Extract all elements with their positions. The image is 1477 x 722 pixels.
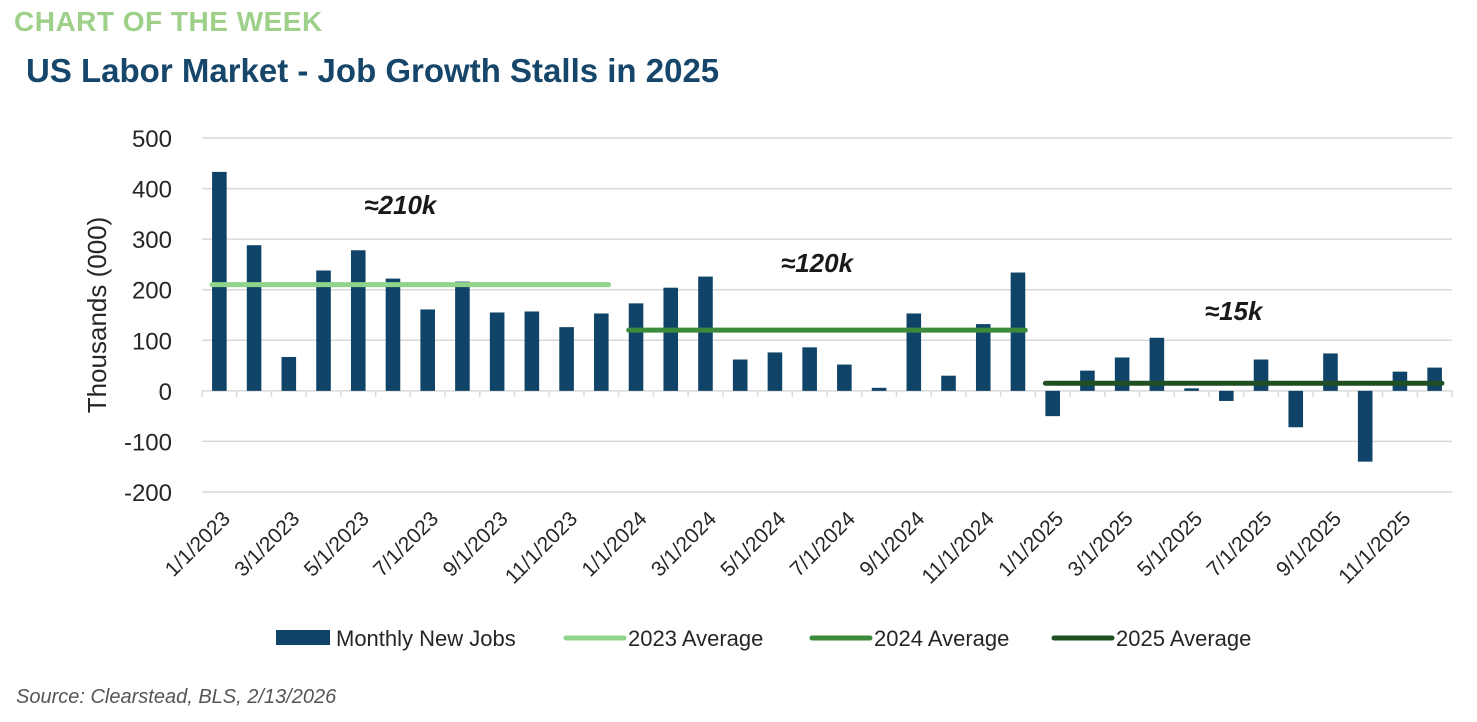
bar — [350, 250, 366, 391]
bar — [1045, 390, 1060, 417]
y-tick-label: -100 — [124, 429, 172, 456]
bar — [1080, 370, 1095, 391]
bar — [906, 313, 922, 391]
x-tick-label: 11/1/2025 — [1334, 507, 1415, 588]
average-annotation: ≈210k — [364, 190, 438, 220]
average-annotation: ≈120k — [781, 248, 855, 278]
average-lines: ≈210k ≈120k ≈15k — [209, 190, 1445, 386]
bar — [455, 281, 470, 391]
bar — [871, 387, 887, 391]
legend: Monthly New Jobs 2023 Average 2024 Average… — [276, 626, 1251, 651]
bar — [663, 287, 679, 391]
bar — [802, 347, 817, 391]
legend-swatch — [276, 630, 330, 645]
bar — [1114, 357, 1130, 391]
bar — [316, 270, 331, 391]
bar — [975, 324, 991, 391]
y-tick-label: 300 — [132, 227, 172, 254]
y-tick-label: 0 — [159, 379, 172, 406]
bar — [524, 311, 540, 391]
bar — [941, 375, 956, 391]
x-tick-label: 5/1/2024 — [716, 507, 790, 581]
bar-series — [212, 171, 1442, 462]
x-tick-label: 1/1/2025 — [994, 507, 1068, 581]
gridlines — [201, 137, 1453, 493]
bar — [385, 278, 401, 391]
bar — [1357, 390, 1373, 462]
bar — [628, 303, 644, 391]
x-tick-label: 1/1/2024 — [577, 507, 651, 581]
y-axis-label: Thousands (000) — [82, 217, 112, 414]
x-axis: 1/1/20233/1/20235/1/20237/1/20239/1/2023… — [161, 507, 1416, 588]
bar — [246, 245, 262, 391]
bar — [837, 364, 852, 391]
x-tick-label: 5/1/2025 — [1133, 507, 1207, 581]
x-tick-label: 5/1/2023 — [300, 507, 374, 581]
x-tick-label: 7/1/2024 — [786, 507, 860, 581]
x-tick-label: 3/1/2023 — [230, 507, 304, 581]
y-tick-label: 200 — [132, 278, 172, 305]
bar — [420, 309, 435, 391]
bar — [559, 327, 574, 391]
y-tick-label: 100 — [132, 328, 172, 355]
bar — [732, 359, 748, 391]
bar — [489, 312, 505, 391]
x-tick-label: 7/1/2025 — [1202, 507, 1276, 581]
bar — [1253, 359, 1269, 391]
y-tick-label: 500 — [132, 126, 172, 153]
legend-label: Monthly New Jobs — [336, 626, 516, 651]
legend-label: 2023 Average — [628, 626, 763, 651]
bar — [212, 171, 227, 391]
bar — [1219, 390, 1234, 401]
x-tick-label: 3/1/2025 — [1064, 507, 1138, 581]
x-tick-label: 3/1/2024 — [647, 507, 721, 581]
bar — [767, 352, 783, 391]
bar — [1288, 390, 1304, 428]
legend-label: 2024 Average — [874, 626, 1009, 651]
y-tick-label: 400 — [132, 177, 172, 204]
chart-kicker: CHART OF THE WEEK — [14, 6, 323, 37]
bar — [594, 313, 609, 391]
average-annotation: ≈15k — [1205, 296, 1264, 326]
x-tick-label: 11/1/2024 — [918, 507, 999, 588]
y-axis: 500 400 300 200 100 0 -100 -200 — [124, 126, 172, 507]
bar — [281, 356, 297, 391]
x-tick-label: 7/1/2023 — [369, 507, 443, 581]
x-tick-label: 11/1/2023 — [501, 507, 582, 588]
bar — [1184, 388, 1199, 391]
source-note: Source: Clearstead, BLS, 2/13/2026 — [16, 686, 337, 708]
y-tick-label: -200 — [124, 480, 172, 507]
legend-label: 2025 Average — [1116, 626, 1251, 651]
x-tick-label: 1/1/2023 — [161, 507, 235, 581]
bar — [698, 276, 713, 391]
bar — [1149, 337, 1165, 391]
labor-market-chart: 500 400 300 200 100 0 -100 -200 Thousands (000)… — [82, 126, 1453, 651]
bar — [1427, 367, 1442, 391]
chart-title: US Labor Market - Job Growth Stalls in 2… — [26, 52, 720, 89]
